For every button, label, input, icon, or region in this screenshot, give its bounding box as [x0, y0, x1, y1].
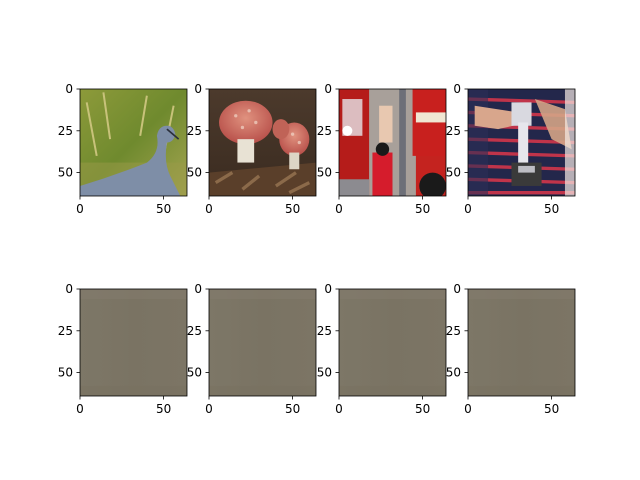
axes-frame: [338, 88, 447, 197]
image-panel: 0 50 0 25 50: [317, 282, 447, 416]
flat-image: [80, 289, 187, 396]
person-photo: [468, 89, 575, 196]
y-tick-label: 50: [58, 166, 73, 180]
axes-frame: [338, 288, 447, 397]
axes-frame: [467, 88, 576, 197]
y-tick-label: 0: [194, 282, 202, 296]
image-panel: 0 50 0 25 50: [187, 82, 317, 216]
x-tick-label: 0: [205, 202, 213, 216]
x-tick-label: 0: [335, 202, 343, 216]
axes-frame: [79, 288, 188, 397]
image-panel: 0 50 0 25 50: [58, 282, 188, 416]
axes-frame: [467, 288, 576, 397]
y-tick-label: 25: [187, 124, 202, 138]
x-tick-label: 50: [415, 402, 430, 416]
x-tick-label: 50: [285, 402, 300, 416]
heron-photo: [80, 89, 187, 196]
x-tick-label: 50: [544, 202, 559, 216]
mushroom-photo: [209, 89, 316, 196]
x-tick-label: 50: [544, 402, 559, 416]
y-tick-label: 50: [446, 366, 461, 380]
x-tick-label: 50: [415, 202, 430, 216]
x-tick-label: 50: [156, 202, 171, 216]
y-tick-label: 0: [194, 82, 202, 96]
axes-frame: [79, 88, 188, 197]
firetruck-photo: [339, 89, 446, 196]
y-tick-label: 50: [317, 166, 332, 180]
y-tick-label: 50: [317, 366, 332, 380]
y-tick-label: 50: [187, 366, 202, 380]
x-tick-label: 0: [464, 202, 472, 216]
y-tick-label: 25: [58, 124, 73, 138]
axes-frame: [208, 288, 317, 397]
y-tick-label: 25: [58, 324, 73, 338]
x-tick-label: 50: [156, 402, 171, 416]
x-tick-label: 0: [76, 202, 84, 216]
image-panel: 0 50 0 25 50: [446, 82, 576, 216]
axes-frame: [208, 88, 317, 197]
axes-layer: 0 50 0 25 50 0 50 0 25 50 0 50 0 25 50 0 50 0 25 50 0 50 0 25 50…: [58, 82, 576, 416]
y-tick-label: 0: [65, 82, 73, 96]
y-tick-label: 0: [324, 282, 332, 296]
x-tick-label: 0: [76, 402, 84, 416]
x-tick-label: 0: [205, 402, 213, 416]
image-panel: 0 50 0 25 50: [317, 82, 447, 216]
y-tick-label: 25: [187, 324, 202, 338]
y-tick-label: 25: [446, 124, 461, 138]
x-tick-label: 50: [285, 202, 300, 216]
y-tick-label: 25: [317, 124, 332, 138]
y-tick-label: 50: [58, 366, 73, 380]
y-tick-label: 0: [453, 82, 461, 96]
image-panel: 0 50 0 25 50: [187, 282, 317, 416]
y-tick-label: 0: [324, 82, 332, 96]
y-tick-label: 0: [453, 282, 461, 296]
image-panel: 0 50 0 25 50: [58, 82, 188, 216]
y-tick-label: 25: [446, 324, 461, 338]
y-tick-label: 50: [446, 166, 461, 180]
y-tick-label: 25: [317, 324, 332, 338]
flat-image: [209, 289, 316, 396]
x-tick-label: 0: [464, 402, 472, 416]
image-panel: 0 50 0 25 50: [446, 282, 576, 416]
x-tick-label: 0: [335, 402, 343, 416]
y-tick-label: 50: [187, 166, 202, 180]
y-tick-label: 0: [65, 282, 73, 296]
flat-image: [339, 289, 446, 396]
flat-image: [468, 289, 575, 396]
